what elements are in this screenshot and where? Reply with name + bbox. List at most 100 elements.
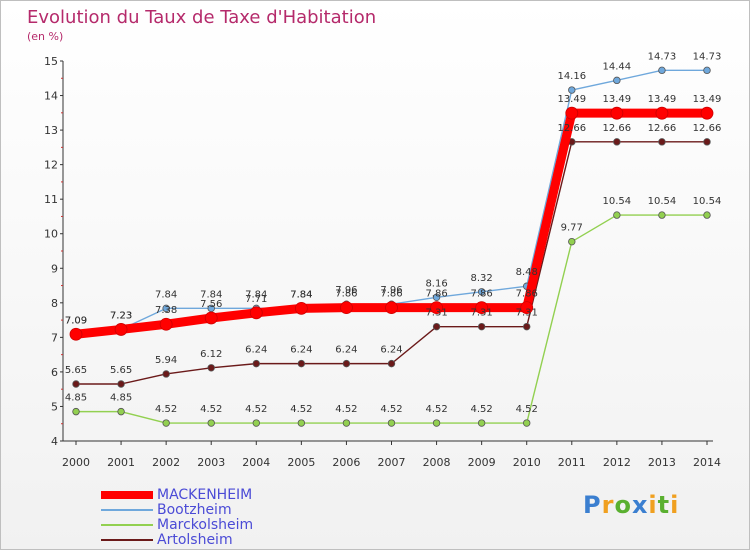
data-label: 4.52 bbox=[425, 404, 447, 415]
data-label: 9.77 bbox=[561, 223, 583, 234]
data-label: 12.66 bbox=[693, 123, 722, 134]
x-tick-label: 2011 bbox=[558, 456, 586, 469]
legend-swatch bbox=[101, 539, 153, 541]
data-label: 8.48 bbox=[516, 267, 538, 278]
data-point bbox=[114, 323, 128, 336]
data-point bbox=[700, 106, 714, 120]
data-point bbox=[658, 211, 666, 219]
data-label: 13.49 bbox=[648, 94, 677, 105]
y-tick-label: 8 bbox=[51, 297, 58, 310]
data-label: 7.31 bbox=[425, 308, 447, 319]
data-point bbox=[610, 106, 624, 120]
x-tick-label: 2001 bbox=[107, 456, 135, 469]
data-point bbox=[613, 76, 621, 85]
data-point bbox=[432, 293, 441, 301]
data-point bbox=[117, 407, 125, 416]
data-point bbox=[162, 419, 170, 427]
x-tick-label: 2002 bbox=[152, 456, 180, 469]
data-label: 10.54 bbox=[603, 196, 632, 207]
data-label: 7.38 bbox=[155, 305, 177, 316]
legend-label: Artolsheim bbox=[157, 532, 233, 548]
y-tick-label: 15 bbox=[44, 55, 58, 68]
data-point bbox=[568, 237, 576, 246]
data-point bbox=[523, 322, 531, 331]
y-tick-label: 12 bbox=[44, 159, 58, 172]
data-point bbox=[162, 304, 170, 313]
x-tick-label: 2012 bbox=[603, 456, 631, 469]
x-tick-label: 2010 bbox=[513, 456, 541, 469]
data-label: 7.84 bbox=[200, 289, 222, 300]
data-point bbox=[297, 419, 306, 427]
series-marckolsheim bbox=[72, 211, 711, 427]
data-label: 7.31 bbox=[471, 308, 493, 319]
data-point bbox=[477, 288, 486, 296]
legend-swatch bbox=[101, 491, 153, 499]
data-label: 7.09 bbox=[65, 315, 87, 326]
data-label: 7.23 bbox=[110, 310, 132, 321]
data-label: 8.16 bbox=[425, 278, 447, 289]
data-label: 7.56 bbox=[200, 299, 222, 310]
legend-swatch bbox=[101, 509, 153, 511]
data-point bbox=[72, 407, 80, 416]
legend-label: MACKENHEIM bbox=[157, 487, 253, 503]
data-label: 7.23 bbox=[110, 310, 132, 321]
x-tick-label: 2006 bbox=[332, 456, 360, 469]
data-point bbox=[658, 66, 666, 75]
data-point bbox=[207, 419, 215, 427]
data-point bbox=[385, 301, 398, 315]
logo-letter: P bbox=[583, 491, 602, 519]
legend-swatch bbox=[101, 524, 153, 526]
data-label: 12.66 bbox=[557, 123, 586, 134]
data-point bbox=[703, 66, 711, 75]
data-point bbox=[342, 419, 351, 427]
data-point bbox=[252, 419, 260, 427]
data-point bbox=[703, 138, 711, 146]
data-label: 10.54 bbox=[693, 196, 722, 207]
data-point bbox=[658, 138, 666, 146]
data-label: 6.24 bbox=[245, 345, 267, 356]
data-point bbox=[294, 301, 308, 315]
data-point bbox=[72, 380, 80, 388]
data-label: 7.86 bbox=[471, 289, 493, 300]
data-label: 6.12 bbox=[200, 349, 222, 360]
data-label: 4.52 bbox=[471, 404, 493, 415]
data-label: 10.54 bbox=[648, 196, 677, 207]
data-label: 7.86 bbox=[335, 289, 357, 300]
data-label: 7.96 bbox=[335, 285, 357, 296]
data-point bbox=[252, 359, 260, 368]
data-label: 14.73 bbox=[648, 51, 677, 62]
logo-letter: i bbox=[648, 491, 658, 519]
data-label: 6.24 bbox=[290, 345, 312, 356]
proxiti-logo: Proxiti bbox=[583, 491, 679, 519]
data-point bbox=[162, 370, 170, 378]
data-point bbox=[477, 322, 486, 331]
series-line bbox=[75, 214, 708, 424]
data-label: 5.65 bbox=[65, 365, 87, 376]
y-tick-label: 11 bbox=[44, 193, 58, 206]
legend-label: Marckolsheim bbox=[157, 517, 254, 533]
data-point bbox=[565, 106, 579, 120]
data-point bbox=[159, 317, 173, 331]
x-tick-label: 2005 bbox=[287, 456, 315, 469]
data-point bbox=[613, 138, 621, 146]
data-label: 12.66 bbox=[648, 123, 677, 134]
y-tick-label: 9 bbox=[51, 262, 58, 275]
chart-title: Evolution du Taux de Taxe d'Habitation bbox=[27, 7, 377, 28]
data-point bbox=[297, 359, 306, 368]
series-artolsheim bbox=[72, 138, 711, 388]
data-label: 13.49 bbox=[603, 94, 632, 105]
data-label: 7.09 bbox=[65, 315, 87, 326]
data-label: 4.52 bbox=[516, 404, 538, 415]
logo-letter: t bbox=[657, 491, 671, 519]
logo-letter: r bbox=[601, 491, 615, 519]
logo-letter: i bbox=[670, 491, 680, 519]
data-point bbox=[342, 359, 351, 368]
data-label: 4.52 bbox=[380, 404, 402, 415]
data-label: 13.49 bbox=[557, 94, 586, 105]
data-point bbox=[207, 364, 215, 372]
x-tick-label: 2003 bbox=[197, 456, 225, 469]
chart-subtitle: (en %) bbox=[27, 30, 64, 43]
y-tick-label: 5 bbox=[51, 400, 58, 413]
data-label: 8.32 bbox=[471, 273, 493, 284]
